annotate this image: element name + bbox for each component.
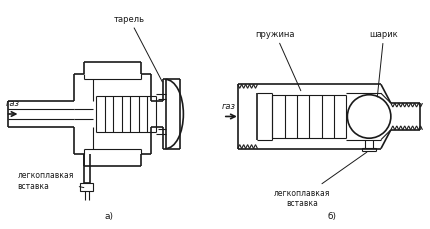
- Text: газ: газ: [6, 99, 19, 108]
- Text: пружина: пружина: [255, 30, 301, 91]
- Text: б): б): [327, 211, 336, 220]
- Text: легкоплавкая
вставка: легкоплавкая вставка: [274, 153, 367, 207]
- Text: газ: газ: [222, 101, 236, 110]
- Text: легкоплавкая
вставка: легкоплавкая вставка: [18, 171, 84, 190]
- Text: шарик: шарик: [369, 30, 398, 98]
- Text: а): а): [105, 211, 114, 220]
- Text: тарель: тарель: [114, 15, 163, 82]
- Circle shape: [347, 95, 391, 139]
- Bar: [80, 183, 93, 191]
